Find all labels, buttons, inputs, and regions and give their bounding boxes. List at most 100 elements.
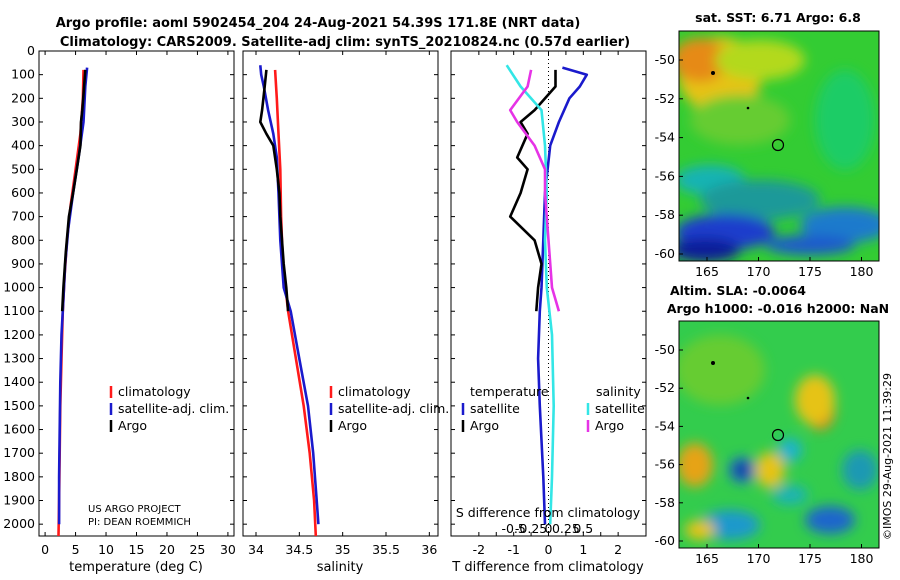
- s-difference-label: S difference from climatology: [456, 505, 641, 520]
- temperature-axis-label: temperature (deg C): [69, 560, 203, 575]
- legend-label-temp-argo: Argo: [470, 418, 499, 433]
- island-dot: [746, 396, 750, 400]
- t-difference-axis-label: T difference from climatology: [451, 560, 644, 575]
- title-line2: Climatology: CARS2009. Satellite-adj cli…: [60, 35, 630, 50]
- series-line-sat_temp: [505, 64, 555, 525]
- map-y-tick-label: -52: [655, 91, 675, 106]
- map-x-tick-label: 175: [798, 551, 822, 566]
- title-line1: Argo profile: aoml 5902454_204 24-Aug-20…: [56, 16, 581, 31]
- y-tick-label: 1300: [3, 351, 35, 366]
- y-tick-label: 1600: [3, 422, 35, 437]
- legend-label-climatology: climatology: [118, 384, 191, 399]
- legend-label-argo: Argo: [118, 418, 147, 433]
- map-y-tick-label: -58: [655, 495, 675, 510]
- map-y-tick-label: -60: [655, 246, 675, 261]
- x-tick-label: 2: [614, 542, 622, 557]
- map-y-tick-label: -52: [655, 380, 675, 395]
- x-tick-label: 20: [159, 542, 175, 557]
- s-tick-label: -0.5: [501, 521, 525, 536]
- map-x-tick-label: 180: [850, 264, 874, 279]
- s-tick-label: -0.25: [515, 521, 547, 536]
- y-tick-label: 0: [27, 43, 35, 58]
- x-tick-label: 0: [41, 542, 49, 557]
- x-tick-label: 10: [98, 542, 114, 557]
- map1-title: sat. SST: 6.71 Argo: 6.8: [695, 10, 861, 25]
- legend-title-salinity: salinity: [596, 384, 641, 399]
- y-tick-label: 100: [11, 67, 35, 82]
- y-tick-label: 200: [11, 90, 35, 105]
- y-tick-label: 300: [11, 114, 35, 129]
- legend-label-climatology: climatology: [338, 384, 411, 399]
- map-x-tick-label: 170: [747, 551, 771, 566]
- map-x-tick-label: 165: [695, 551, 719, 566]
- temperature-panel-frame: [38, 50, 235, 537]
- credit-pi: PI: DEAN ROEMMICH: [88, 517, 191, 528]
- y-tick-label: 800: [11, 232, 35, 247]
- series-line-satellite: [259, 65, 320, 525]
- map-y-tick-label: -54: [655, 130, 675, 145]
- x-tick-label: 1: [579, 542, 587, 557]
- map-y-tick-label: -60: [655, 533, 675, 548]
- map-y-tick-label: -50: [655, 52, 675, 67]
- y-tick-label: 400: [11, 138, 35, 153]
- island-dot: [711, 361, 715, 365]
- x-tick-label: 0: [545, 542, 553, 557]
- series-line-climatology: [273, 69, 318, 537]
- map1-frame: [678, 30, 880, 262]
- s-tick-label: 0: [545, 521, 553, 536]
- series-line-argo: [60, 69, 87, 312]
- s-tick-label: 0.25: [552, 521, 580, 536]
- x-tick-label: 34.5: [285, 542, 313, 557]
- map-x-tick-label: 180: [850, 551, 874, 566]
- salinity-plot: 34 34.5 35 35.5 36: [243, 50, 438, 557]
- difference-plot: -2 -1 0 1 2-0.5-0.250 0.250.5: [451, 50, 646, 557]
- map-x-tick-label: 175: [798, 264, 822, 279]
- series-line-argo: [508, 69, 557, 312]
- map-x-tick-label: 170: [747, 264, 771, 279]
- island-dot: [711, 71, 715, 75]
- argo-position-marker: [771, 138, 785, 152]
- x-tick-label: 15: [129, 542, 145, 557]
- x-tick-label: 35: [335, 542, 351, 557]
- y-tick-label: 1700: [3, 445, 35, 460]
- map2-title-line2: Argo h1000: -0.016 h2000: NaN: [667, 301, 889, 316]
- legend-label-satellite: satellite-adj. clim.: [338, 401, 449, 416]
- y-tick-label: 2000: [3, 516, 35, 531]
- x-tick-label: 35.5: [372, 542, 400, 557]
- map-y-tick-label: -50: [655, 342, 675, 357]
- salinity-panel-frame: [242, 50, 439, 537]
- legend-label-argo: Argo: [338, 418, 367, 433]
- y-tick-label: 900: [11, 256, 35, 271]
- island-dot: [746, 106, 750, 110]
- map-y-tick-label: -58: [655, 207, 675, 222]
- map2-frame: [678, 320, 880, 549]
- salinity-axis-label: salinity: [317, 560, 364, 575]
- y-tick-label: 600: [11, 185, 35, 200]
- temperature-legend: climatology satellite-adj. clim. Argo: [109, 384, 229, 433]
- x-tick-label: 30: [220, 542, 236, 557]
- y-tick-label: 1200: [3, 327, 35, 342]
- watermark: ©IMOS 29-Aug-2021 11:39:29: [881, 373, 894, 540]
- series-line-argo_sal: [508, 69, 561, 312]
- x-tick-label: -1: [507, 542, 519, 557]
- y-tick-label: 1900: [3, 493, 35, 508]
- credit-project: US ARGO PROJECT: [88, 504, 182, 515]
- map-y-tick-label: -54: [655, 418, 675, 433]
- y-tick-label: 700: [11, 209, 35, 224]
- salinity-legend: climatology satellite-adj. clim. Argo: [329, 384, 449, 433]
- map-y-tick-label: -56: [655, 457, 675, 472]
- y-tick-label: 1500: [3, 398, 35, 413]
- legend-label-temp-satellite: satellite: [470, 401, 520, 416]
- x-tick-label: 5: [72, 542, 80, 557]
- y-tick-label: 1000: [3, 280, 35, 295]
- y-tick-label: 1400: [3, 374, 35, 389]
- series-line-satellite: [536, 66, 589, 525]
- legend-title-temperature: temperature: [470, 384, 549, 399]
- s-tick-label: 0.5: [573, 521, 593, 536]
- legend-label-sal-satellite: satellite: [595, 401, 645, 416]
- sst-map: [679, 31, 879, 261]
- legend-label-sal-argo: Argo: [595, 418, 624, 433]
- x-tick-label: 34: [248, 542, 264, 557]
- x-tick-label: -2: [473, 542, 485, 557]
